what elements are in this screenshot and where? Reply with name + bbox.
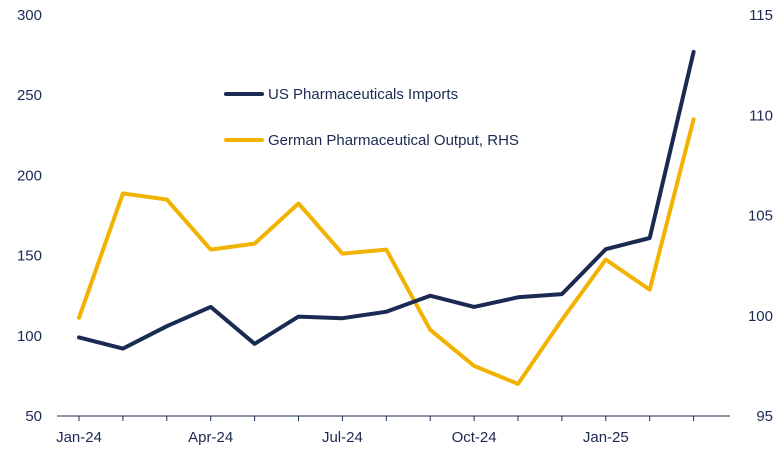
legend-label-us-imports: US Pharmaceuticals Imports [268,86,458,103]
legend-item-german-output: German Pharmaceutical Output, RHS [224,132,519,149]
left-tick-label: 100 [17,328,42,345]
series-line-us-imports [77,49,696,351]
left-tick-label: 50 [25,408,42,425]
x-tick-label: Jul-24 [322,429,363,446]
legend-label-german-output: German Pharmaceutical Output, RHS [268,132,519,149]
left-tick-label: 200 [17,167,42,184]
x-tick-label: Apr-24 [188,429,233,446]
left-tick-label: 250 [17,87,42,104]
x-tick-label: Jan-25 [583,429,629,446]
right-tick-label: 110 [749,107,773,124]
series-line-german-output [77,117,696,386]
legend-item-us-imports: US Pharmaceuticals Imports [224,86,458,103]
right-axis-ticks: 95 100 105 110 115 [748,7,773,425]
left-axis-ticks: 50 100 150 200 250 300 [17,7,42,425]
series-lines [77,49,696,386]
x-tick-label: Jan-24 [56,429,102,446]
right-tick-label: 105 [748,208,773,225]
left-tick-label: 300 [17,7,42,24]
x-tick-label: Oct-24 [452,429,497,446]
left-tick-label: 150 [17,248,42,265]
legend: US Pharmaceuticals Imports German Pharma… [224,86,519,149]
right-tick-label: 115 [749,7,773,24]
right-tick-label: 100 [748,308,773,325]
x-axis-ticks: Jan-24 Apr-24 Jul-24 Oct-24 Jan-25 [56,416,695,446]
right-tick-label: 95 [756,408,773,425]
